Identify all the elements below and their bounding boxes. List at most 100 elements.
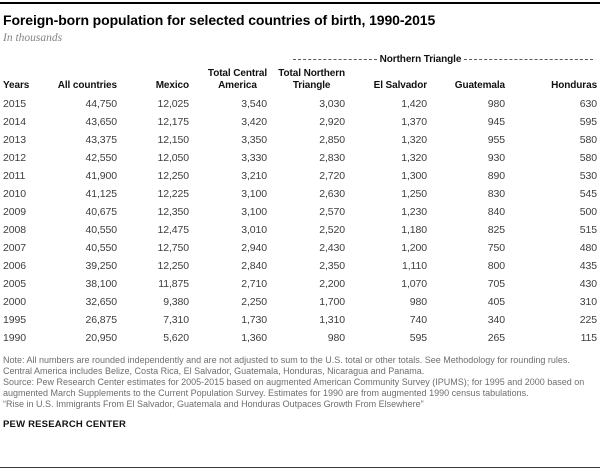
year-cell: 2014 bbox=[3, 116, 26, 128]
units-subtitle: In thousands bbox=[3, 32, 63, 44]
value-cell: 545 bbox=[579, 188, 598, 200]
value-cell: 515 bbox=[579, 224, 598, 236]
value-cell: 405 bbox=[487, 296, 505, 308]
table-row-1995: 1995 26,875 7,310 1,730 1,310 740 340 225 bbox=[3, 311, 597, 329]
report-title-text: “Rise in U.S. Immigrants From El Salvado… bbox=[3, 399, 424, 409]
spanner-dash-right-line bbox=[464, 58, 594, 60]
value-cell: 1,360 bbox=[241, 332, 267, 344]
year-cell: 2007 bbox=[3, 242, 26, 254]
value-cell: 2,570 bbox=[319, 206, 345, 218]
value-cell: 890 bbox=[487, 170, 505, 182]
year-cell: 1995 bbox=[3, 314, 26, 326]
value-cell: 12,475 bbox=[157, 224, 189, 236]
value-cell: 750 bbox=[487, 242, 505, 254]
value-cell: 1,250 bbox=[401, 188, 427, 200]
value-cell: 1,320 bbox=[401, 152, 427, 164]
table-row-2013: 2013 43,375 12,150 3,350 2,850 1,320 955 580 bbox=[3, 131, 597, 149]
value-cell: 1,230 bbox=[401, 206, 427, 218]
value-cell: 1,700 bbox=[319, 296, 345, 308]
report-card: Foreign-born population for selected cou… bbox=[0, 12, 600, 430]
value-cell: 580 bbox=[579, 152, 598, 164]
value-cell: 1,370 bbox=[401, 116, 427, 128]
spanner-spacer bbox=[3, 52, 267, 66]
table-row-2014: 2014 43,650 12,175 3,420 2,920 1,370 945 595 bbox=[3, 113, 597, 131]
col-header-total-central-america: Total Central America bbox=[207, 68, 267, 91]
value-cell: 830 bbox=[487, 188, 505, 200]
col-header-mexico: Mexico bbox=[155, 79, 189, 91]
value-cell: 32,650 bbox=[85, 296, 117, 308]
value-cell: 12,175 bbox=[157, 116, 189, 128]
value-cell: 980 bbox=[487, 98, 505, 110]
value-cell: 580 bbox=[579, 134, 598, 146]
brand-footer: PEW RESEARCH CENTER bbox=[3, 419, 127, 430]
value-cell: 1,200 bbox=[401, 242, 427, 254]
value-cell: 595 bbox=[579, 116, 598, 128]
value-cell: 40,675 bbox=[85, 206, 117, 218]
year-cell: 2006 bbox=[3, 260, 26, 272]
footnotes-block: Note: All numbers are rounded independen… bbox=[3, 355, 597, 410]
value-cell: 980 bbox=[409, 296, 427, 308]
table-row-2007: 2007 40,550 12,750 2,940 2,430 1,200 750 480 bbox=[3, 239, 597, 257]
value-cell: 930 bbox=[487, 152, 505, 164]
value-cell: 9,380 bbox=[163, 296, 189, 308]
value-cell: 3,420 bbox=[241, 116, 267, 128]
table-row-2009: 2009 40,675 12,350 3,100 2,570 1,230 840 500 bbox=[3, 203, 597, 221]
value-cell: 430 bbox=[579, 278, 598, 290]
table-row-2006: 2006 39,250 12,250 2,840 2,350 1,110 800 435 bbox=[3, 257, 597, 275]
table-row-2010: 2010 41,125 12,225 3,100 2,630 1,250 830 545 bbox=[3, 185, 597, 203]
value-cell: 225 bbox=[579, 314, 598, 326]
value-cell: 39,250 bbox=[85, 260, 117, 272]
value-cell: 40,550 bbox=[85, 242, 117, 254]
table-row-1990: 1990 20,950 5,620 1,360 980 595 265 115 bbox=[3, 329, 597, 347]
value-cell: 2,840 bbox=[241, 260, 267, 272]
value-cell: 825 bbox=[487, 224, 505, 236]
data-table: Northern Triangle Years All countries Mexi… bbox=[3, 52, 597, 347]
value-cell: 530 bbox=[579, 170, 598, 182]
year-cell: 1990 bbox=[3, 332, 26, 344]
value-cell: 1,070 bbox=[401, 278, 427, 290]
value-cell: 44,750 bbox=[85, 98, 117, 110]
value-cell: 2,520 bbox=[319, 224, 345, 236]
value-cell: 265 bbox=[487, 332, 505, 344]
value-cell: 310 bbox=[579, 296, 598, 308]
bottom-rule bbox=[0, 467, 600, 468]
table-row-2005: 2005 38,100 11,875 2,710 2,200 1,070 705 430 bbox=[3, 275, 597, 293]
value-cell: 43,650 bbox=[85, 116, 117, 128]
value-cell: 2,830 bbox=[319, 152, 345, 164]
value-cell: 2,250 bbox=[241, 296, 267, 308]
value-cell: 12,250 bbox=[157, 170, 189, 182]
value-cell: 12,250 bbox=[157, 260, 189, 272]
table-row-2015: 2015 44,750 12,025 3,540 3,030 1,420 980 630 bbox=[3, 95, 597, 113]
value-cell: 630 bbox=[579, 98, 598, 110]
table-row-2000: 2000 32,650 9,380 2,250 1,700 980 405 310 bbox=[3, 293, 597, 311]
value-cell: 480 bbox=[579, 242, 598, 254]
value-cell: 26,875 bbox=[85, 314, 117, 326]
value-cell: 1,320 bbox=[401, 134, 427, 146]
table-row-2012: 2012 42,550 12,050 3,330 2,830 1,320 930 580 bbox=[3, 149, 597, 167]
value-cell: 840 bbox=[487, 206, 505, 218]
year-cell: 2005 bbox=[3, 278, 26, 290]
value-cell: 740 bbox=[409, 314, 427, 326]
year-cell: 2012 bbox=[3, 152, 26, 164]
year-cell: 2015 bbox=[3, 98, 26, 110]
value-cell: 2,850 bbox=[319, 134, 345, 146]
spanner-row: Northern Triangle bbox=[3, 52, 597, 66]
value-cell: 3,100 bbox=[241, 206, 267, 218]
value-cell: 3,100 bbox=[241, 188, 267, 200]
value-cell: 800 bbox=[487, 260, 505, 272]
col-header-years: Years bbox=[3, 79, 30, 91]
spanner-dash-left-line bbox=[293, 58, 377, 60]
year-cell: 2008 bbox=[3, 224, 26, 236]
page-title: Foreign-born population for selected cou… bbox=[3, 12, 436, 28]
spanner-cell: Northern Triangle bbox=[267, 52, 597, 66]
value-cell: 7,310 bbox=[163, 314, 189, 326]
value-cell: 500 bbox=[579, 206, 598, 218]
value-cell: 3,010 bbox=[241, 224, 267, 236]
value-cell: 1,300 bbox=[401, 170, 427, 182]
value-cell: 11,875 bbox=[158, 278, 189, 290]
value-cell: 2,940 bbox=[241, 242, 267, 254]
value-cell: 12,350 bbox=[157, 206, 189, 218]
value-cell: 42,550 bbox=[85, 152, 117, 164]
value-cell: 12,225 bbox=[157, 188, 189, 200]
value-cell: 595 bbox=[409, 332, 427, 344]
